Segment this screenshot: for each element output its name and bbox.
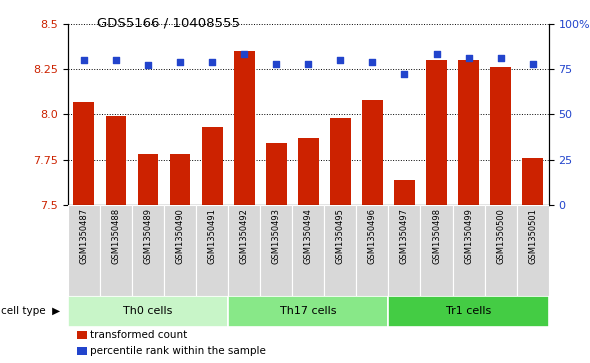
Text: Th0 cells: Th0 cells [123,306,173,316]
Point [143,62,153,68]
Bar [330,118,350,205]
Bar [228,296,388,327]
Bar [517,205,549,296]
Text: GSM1350501: GSM1350501 [528,208,537,264]
Point [111,57,121,63]
Point [464,55,473,61]
Text: GSM1350491: GSM1350491 [208,208,217,264]
Point [303,61,313,66]
Bar [202,127,222,205]
Bar [388,205,421,296]
Text: GSM1350500: GSM1350500 [496,208,505,264]
Text: GSM1350493: GSM1350493 [272,208,281,264]
Text: GSM1350488: GSM1350488 [112,208,120,264]
Bar [266,143,287,205]
Point [336,57,345,63]
Bar [484,205,517,296]
Bar [74,102,94,205]
Point [496,55,505,61]
Text: GSM1350496: GSM1350496 [368,208,377,264]
Text: percentile rank within the sample: percentile rank within the sample [90,346,266,356]
Bar [196,205,228,296]
Bar [522,158,543,205]
Point [400,72,409,77]
Bar [132,205,164,296]
Bar [137,154,158,205]
Bar [324,205,356,296]
Point [271,61,281,66]
Point [79,57,88,63]
Bar [100,205,132,296]
Text: cell type  ▶: cell type ▶ [1,306,60,316]
Bar [164,205,196,296]
Point [432,52,441,57]
Bar [356,205,388,296]
Bar [260,205,292,296]
Bar [228,205,260,296]
Bar [458,60,479,205]
Point [175,59,185,65]
Point [240,52,249,57]
Text: transformed count: transformed count [90,330,188,340]
Bar [490,67,511,205]
Text: GSM1350489: GSM1350489 [143,208,152,264]
Text: GSM1350487: GSM1350487 [80,208,88,264]
Bar [388,296,549,327]
Bar [106,116,126,205]
Bar [394,180,415,205]
Bar [292,205,325,296]
Text: Tr1 cells: Tr1 cells [446,306,491,316]
Text: GSM1350498: GSM1350498 [432,208,441,264]
Bar [68,296,228,327]
Bar [362,100,383,205]
Text: GSM1350497: GSM1350497 [400,208,409,264]
Point [528,61,537,66]
Point [368,59,377,65]
Bar [453,205,484,296]
Bar [68,205,100,296]
Bar [298,138,319,205]
Point [208,59,217,65]
Bar [421,205,453,296]
Text: GDS5166 / 10408555: GDS5166 / 10408555 [97,16,240,29]
Bar [234,51,254,205]
Text: GSM1350495: GSM1350495 [336,208,345,264]
Text: GSM1350490: GSM1350490 [176,208,185,264]
Text: GSM1350499: GSM1350499 [464,208,473,264]
Text: GSM1350492: GSM1350492 [240,208,248,264]
Bar [170,154,191,205]
Bar [426,60,447,205]
Text: Th17 cells: Th17 cells [280,306,336,316]
Text: GSM1350494: GSM1350494 [304,208,313,264]
